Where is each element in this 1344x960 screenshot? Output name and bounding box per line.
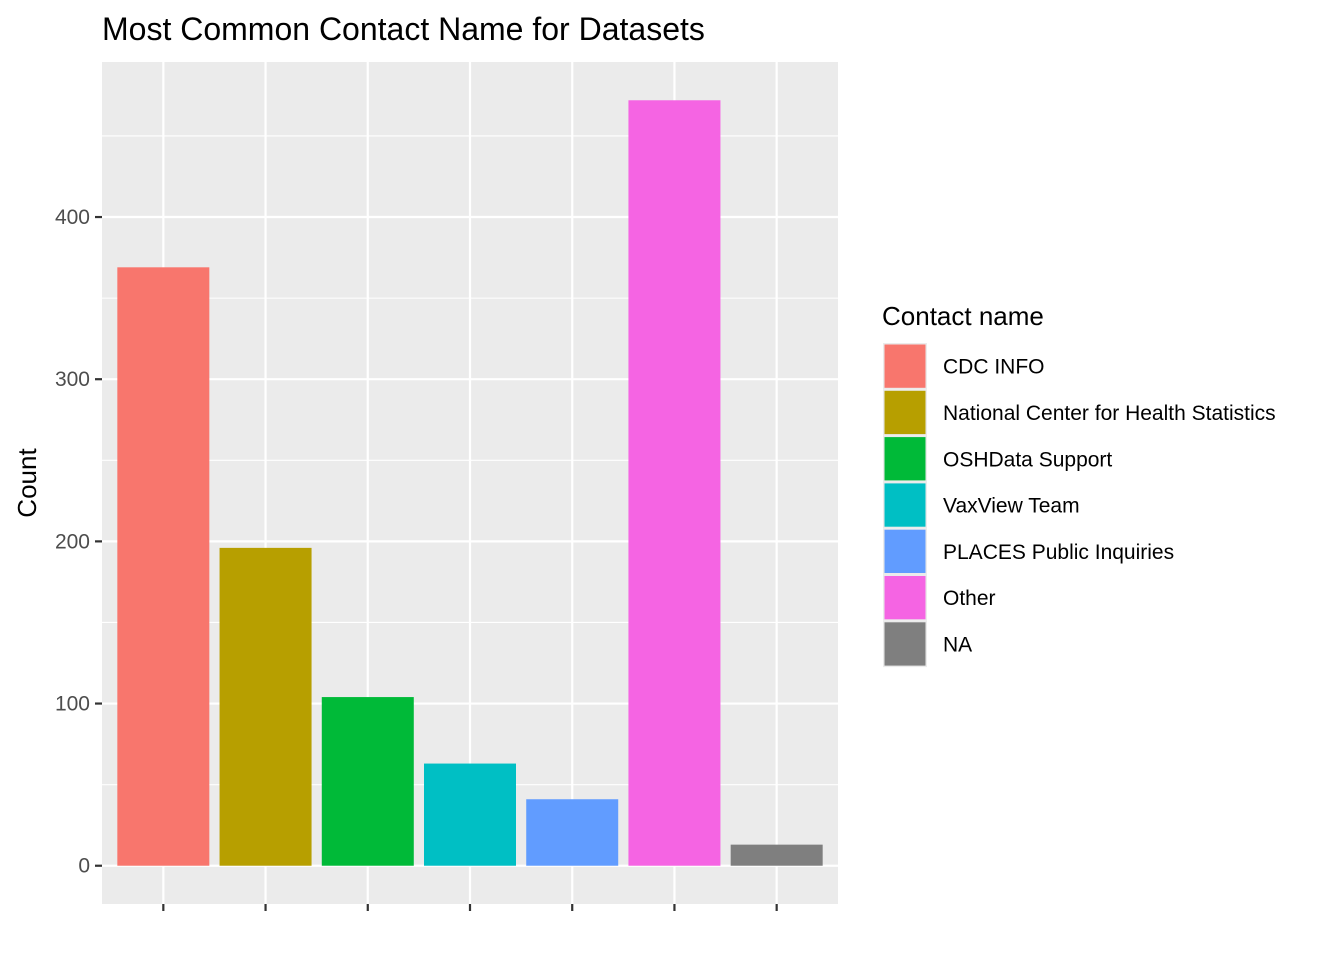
legend-label: PLACES Public Inquiries	[943, 541, 1174, 564]
legend-swatch	[884, 344, 926, 388]
legend-label: National Center for Health Statistics	[943, 402, 1276, 425]
legend-swatch	[884, 622, 926, 666]
legend-swatch	[884, 529, 926, 573]
legend-title: Contact name	[882, 301, 1044, 331]
bar-oshdata-support	[321, 697, 414, 866]
legend: Contact name CDC INFO National Center for…	[882, 301, 1276, 668]
legend-label: Other	[943, 587, 996, 610]
legend-swatch	[884, 437, 926, 481]
y-tick-label: 200	[55, 530, 90, 553]
bar-cdc-info	[117, 267, 210, 866]
bars	[117, 100, 823, 866]
legend-swatch	[884, 576, 926, 620]
bar-vaxview-team	[424, 763, 516, 866]
y-axis-label: Count	[12, 448, 42, 518]
y-tick-label: 400	[55, 206, 90, 229]
bar-other	[628, 100, 721, 866]
bar-places-public-inquiries	[526, 799, 619, 866]
legend-label: OSHData Support	[943, 448, 1112, 471]
y-tick-label: 300	[55, 368, 90, 391]
y-axis: 0 100 200 300 400	[55, 206, 102, 878]
legend-label: NA	[943, 633, 972, 656]
bar-national-center-for-health-statistics	[219, 547, 312, 866]
y-tick-label: 0	[78, 855, 90, 878]
legend-label: CDC INFO	[943, 356, 1045, 379]
x-axis	[162, 904, 778, 911]
legend-swatch	[884, 390, 926, 435]
bar-na	[730, 844, 823, 866]
y-tick-label: 100	[55, 693, 90, 716]
legend-label: VaxView Team	[943, 495, 1080, 518]
legend-swatch	[884, 483, 926, 527]
chart-title: Most Common Contact Name for Datasets	[102, 11, 705, 47]
